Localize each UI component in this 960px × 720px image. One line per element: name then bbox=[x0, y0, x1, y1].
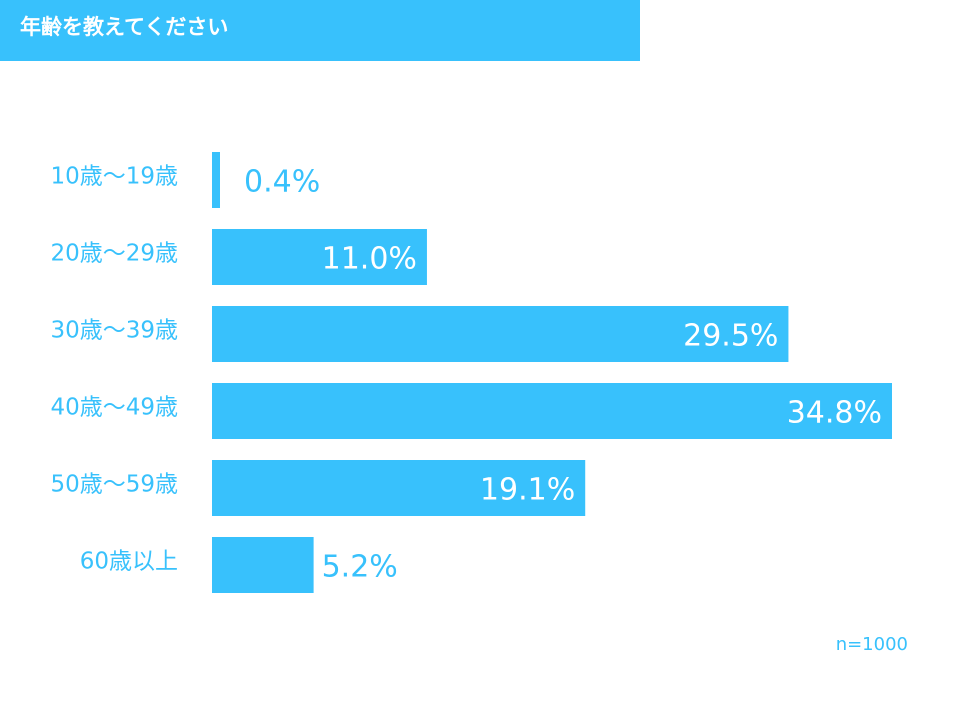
category-label: 40歳～49歳 bbox=[50, 395, 178, 421]
bar bbox=[212, 383, 892, 439]
value-label: 11.0% bbox=[322, 242, 417, 277]
bar bbox=[212, 537, 314, 593]
bar bbox=[212, 306, 789, 362]
value-label: 5.2% bbox=[322, 550, 398, 585]
value-label: 19.1% bbox=[480, 473, 575, 508]
category-label: 60歳以上 bbox=[80, 549, 178, 575]
bar bbox=[212, 229, 427, 285]
bar bbox=[212, 460, 586, 516]
sample-size-note: n=1000 bbox=[835, 634, 908, 655]
category-label: 50歳～59歳 bbox=[50, 472, 178, 498]
category-label: 30歳～39歳 bbox=[50, 318, 178, 344]
chart-title: 年齢を教えてください bbox=[20, 15, 229, 39]
value-label: 34.8% bbox=[787, 396, 882, 431]
category-label: 10歳～19歳 bbox=[50, 164, 178, 190]
category-label: 20歳～29歳 bbox=[50, 241, 178, 267]
value-label: 29.5% bbox=[683, 319, 778, 354]
title-bar: 年齢を教えてください bbox=[0, 0, 640, 61]
value-label: 0.4% bbox=[244, 165, 320, 200]
bar bbox=[212, 152, 220, 208]
